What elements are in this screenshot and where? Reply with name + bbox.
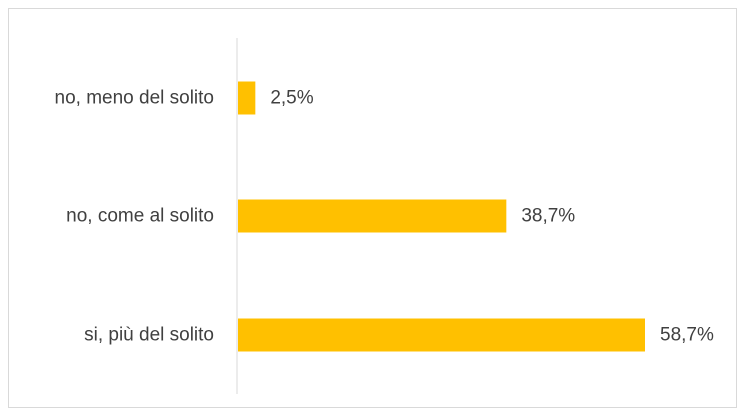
bar-1 [238, 81, 256, 115]
bars-layer [238, 81, 645, 352]
data-label-3: 58,7% [660, 325, 714, 346]
bar-2 [238, 199, 507, 233]
data-label-2: 38,7% [521, 206, 575, 227]
category-label-3: si, più del solito [84, 325, 214, 346]
data-label-1: 2,5% [270, 88, 313, 109]
labels-layer: no, meno del solito 2,5% no, come al solit… [55, 88, 714, 346]
category-label-2: no, come al solito [66, 206, 214, 227]
category-label-1: no, meno del solito [55, 88, 215, 109]
bar-3 [238, 318, 645, 352]
